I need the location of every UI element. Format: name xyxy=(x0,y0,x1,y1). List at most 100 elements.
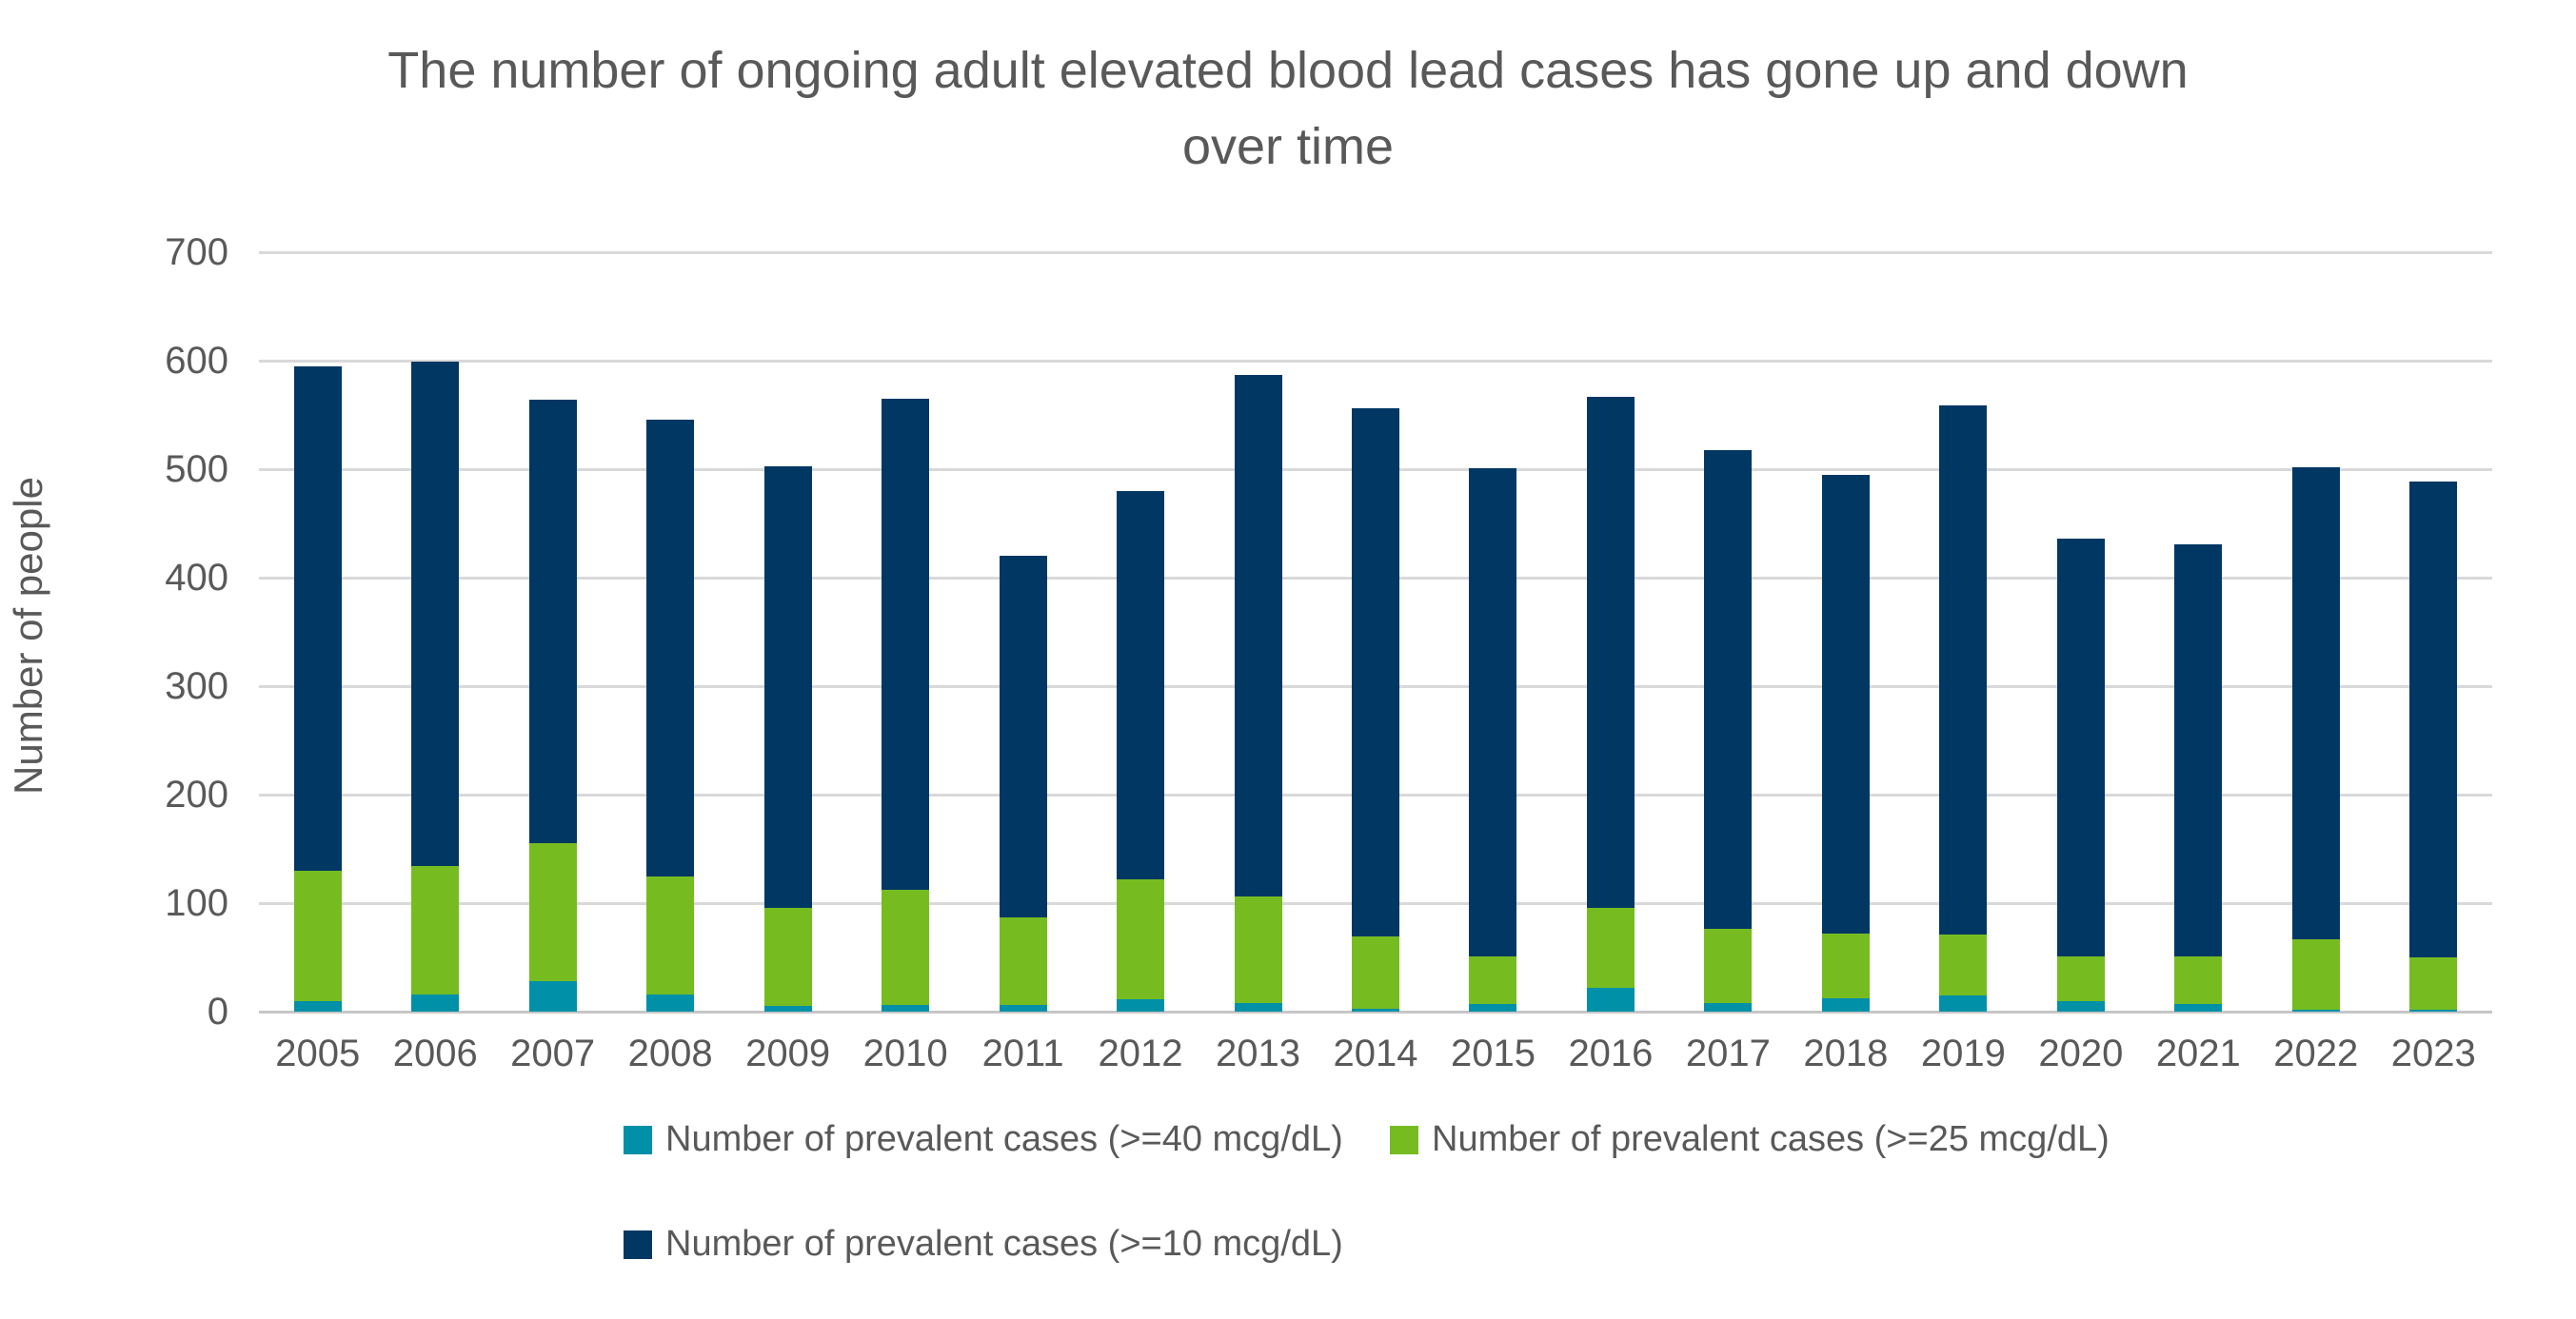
x-tick-label-2005: 2005 xyxy=(275,1033,361,1074)
bar-segment-2020-series2 xyxy=(2056,538,2105,956)
bar-segment-2009-series0 xyxy=(763,1006,812,1012)
bar-segment-2009-series2 xyxy=(763,465,812,908)
legend-label-10mcg: Number of prevalent cases (>=10 mcg/dL) xyxy=(665,1224,1343,1264)
bar-segment-2005-series2 xyxy=(293,365,342,871)
bar-segment-2022-series0 xyxy=(2291,1009,2340,1012)
bar-segment-2005-series0 xyxy=(293,1000,342,1012)
bar-segment-2012-series1 xyxy=(1117,878,1165,1000)
legend-swatch-40mcg-icon xyxy=(624,1125,652,1154)
x-tick-label-2013: 2013 xyxy=(1216,1033,1300,1074)
bar-segment-2018-series2 xyxy=(1821,474,1870,934)
bar-segment-2020-series1 xyxy=(2056,955,2105,1001)
bar-segment-2017-series0 xyxy=(1704,1002,1753,1012)
bar-segment-2013-series1 xyxy=(1234,896,1282,1003)
x-tick-label-2014: 2014 xyxy=(1333,1033,1418,1074)
chart-title: The number of ongoing adult elevated blo… xyxy=(0,32,2576,185)
bar-segment-2006-series1 xyxy=(411,866,460,994)
y-tick-label-500: 500 xyxy=(165,448,228,490)
bar-segment-2008-series0 xyxy=(646,994,695,1012)
x-tick-label-2010: 2010 xyxy=(862,1033,948,1074)
bar-segment-2019-series1 xyxy=(1939,935,1988,995)
bar-segment-2008-series2 xyxy=(646,419,695,876)
plot-area xyxy=(259,251,2492,1014)
bar-segment-2018-series1 xyxy=(1821,933,1870,999)
bar-segment-2017-series2 xyxy=(1704,449,1753,930)
x-tick-label-2018: 2018 xyxy=(1803,1033,1889,1074)
bar-segment-2007-series0 xyxy=(528,981,577,1012)
bar-segment-2006-series0 xyxy=(411,994,460,1012)
gridline-700 xyxy=(259,251,2492,254)
gridline-600 xyxy=(259,359,2492,363)
bar-segment-2023-series0 xyxy=(2409,1009,2458,1012)
bar-segment-2017-series1 xyxy=(1704,929,1753,1003)
bar-segment-2011-series2 xyxy=(999,556,1047,917)
bar-segment-2021-series0 xyxy=(2174,1004,2223,1012)
x-tick-label-2008: 2008 xyxy=(627,1033,713,1074)
x-tick-label-2020: 2020 xyxy=(2038,1033,2124,1074)
bar-segment-2014-series2 xyxy=(1352,408,1399,937)
y-tick-label-100: 100 xyxy=(165,882,228,924)
bar-segment-2012-series0 xyxy=(1117,999,1165,1012)
bar-segment-2018-series0 xyxy=(1821,998,1870,1012)
x-tick-label-2016: 2016 xyxy=(1568,1033,1654,1074)
bar-segment-2010-series2 xyxy=(882,398,930,891)
bar-segment-2013-series0 xyxy=(1234,1002,1282,1012)
bar-segment-2016-series2 xyxy=(1586,396,1635,908)
bar-segment-2011-series0 xyxy=(999,1005,1047,1012)
y-tick-label-300: 300 xyxy=(165,665,228,707)
bar-segment-2019-series0 xyxy=(1939,994,1988,1012)
bar-segment-2021-series1 xyxy=(2174,955,2223,1005)
y-tick-label-0: 0 xyxy=(207,991,228,1033)
legend-swatch-10mcg-icon xyxy=(624,1230,652,1259)
gridline-0 xyxy=(259,1011,2492,1014)
bar-segment-2013-series2 xyxy=(1234,374,1282,897)
x-tick-label-2011: 2011 xyxy=(981,1033,1064,1074)
chart-title-line-2: over time xyxy=(1181,118,1395,175)
legend-swatch-25mcg-icon xyxy=(1390,1125,1418,1154)
bar-segment-2015-series1 xyxy=(1469,955,1517,1005)
x-tick-label-2009: 2009 xyxy=(745,1033,831,1074)
bar-segment-2007-series1 xyxy=(528,843,577,982)
legend-item-40mcg: Number of prevalent cases (>=40 mcg/dL) xyxy=(624,1119,1343,1160)
bar-segment-2014-series1 xyxy=(1352,936,1399,1009)
y-axis-title: Number of people xyxy=(6,477,50,795)
bar-segment-2011-series1 xyxy=(999,916,1047,1006)
bar-segment-2005-series1 xyxy=(293,870,342,1001)
bar-segment-2016-series0 xyxy=(1586,987,1635,1012)
bar-segment-2021-series2 xyxy=(2174,543,2223,956)
chart-title-line-1: The number of ongoing adult elevated blo… xyxy=(387,42,2189,99)
x-tick-label-2015: 2015 xyxy=(1450,1033,1536,1074)
legend-label-40mcg: Number of prevalent cases (>=40 mcg/dL) xyxy=(665,1119,1343,1159)
x-tick-label-2006: 2006 xyxy=(392,1033,478,1074)
bar-segment-2010-series1 xyxy=(882,890,930,1006)
x-tick-label-2022: 2022 xyxy=(2273,1033,2359,1074)
bar-segment-2008-series1 xyxy=(646,876,695,994)
bar-segment-2022-series1 xyxy=(2291,938,2340,1010)
bar-segment-2023-series1 xyxy=(2409,957,2458,1010)
bar-segment-2012-series2 xyxy=(1117,490,1165,879)
x-tick-label-2007: 2007 xyxy=(510,1033,596,1074)
x-tick-label-2023: 2023 xyxy=(2390,1033,2476,1074)
bar-segment-2023-series2 xyxy=(2409,481,2458,957)
y-tick-label-200: 200 xyxy=(165,774,228,816)
y-tick-label-700: 700 xyxy=(165,231,228,273)
bar-segment-2015-series0 xyxy=(1469,1004,1517,1012)
x-tick-label-2021: 2021 xyxy=(2155,1033,2241,1074)
bar-segment-2019-series2 xyxy=(1939,404,1988,935)
x-tick-label-2019: 2019 xyxy=(1920,1033,2006,1074)
bar-segment-2016-series1 xyxy=(1586,907,1635,988)
x-tick-label-2012: 2012 xyxy=(1098,1033,1183,1074)
bar-segment-2022-series2 xyxy=(2291,466,2340,939)
bar-segment-2020-series0 xyxy=(2056,1000,2105,1012)
bar-segment-2010-series0 xyxy=(882,1005,930,1012)
legend-item-10mcg: Number of prevalent cases (>=10 mcg/dL) xyxy=(624,1224,1343,1265)
bar-segment-2007-series2 xyxy=(528,400,577,844)
bar-segment-2009-series1 xyxy=(763,907,812,1007)
legend-label-25mcg: Number of prevalent cases (>=25 mcg/dL) xyxy=(1432,1119,2110,1159)
bar-segment-2015-series2 xyxy=(1469,467,1517,956)
bar-segment-2014-series0 xyxy=(1352,1008,1399,1012)
legend-item-25mcg: Number of prevalent cases (>=25 mcg/dL) xyxy=(1390,1119,2110,1160)
x-tick-label-2017: 2017 xyxy=(1685,1033,1771,1074)
y-tick-label-600: 600 xyxy=(165,340,228,382)
